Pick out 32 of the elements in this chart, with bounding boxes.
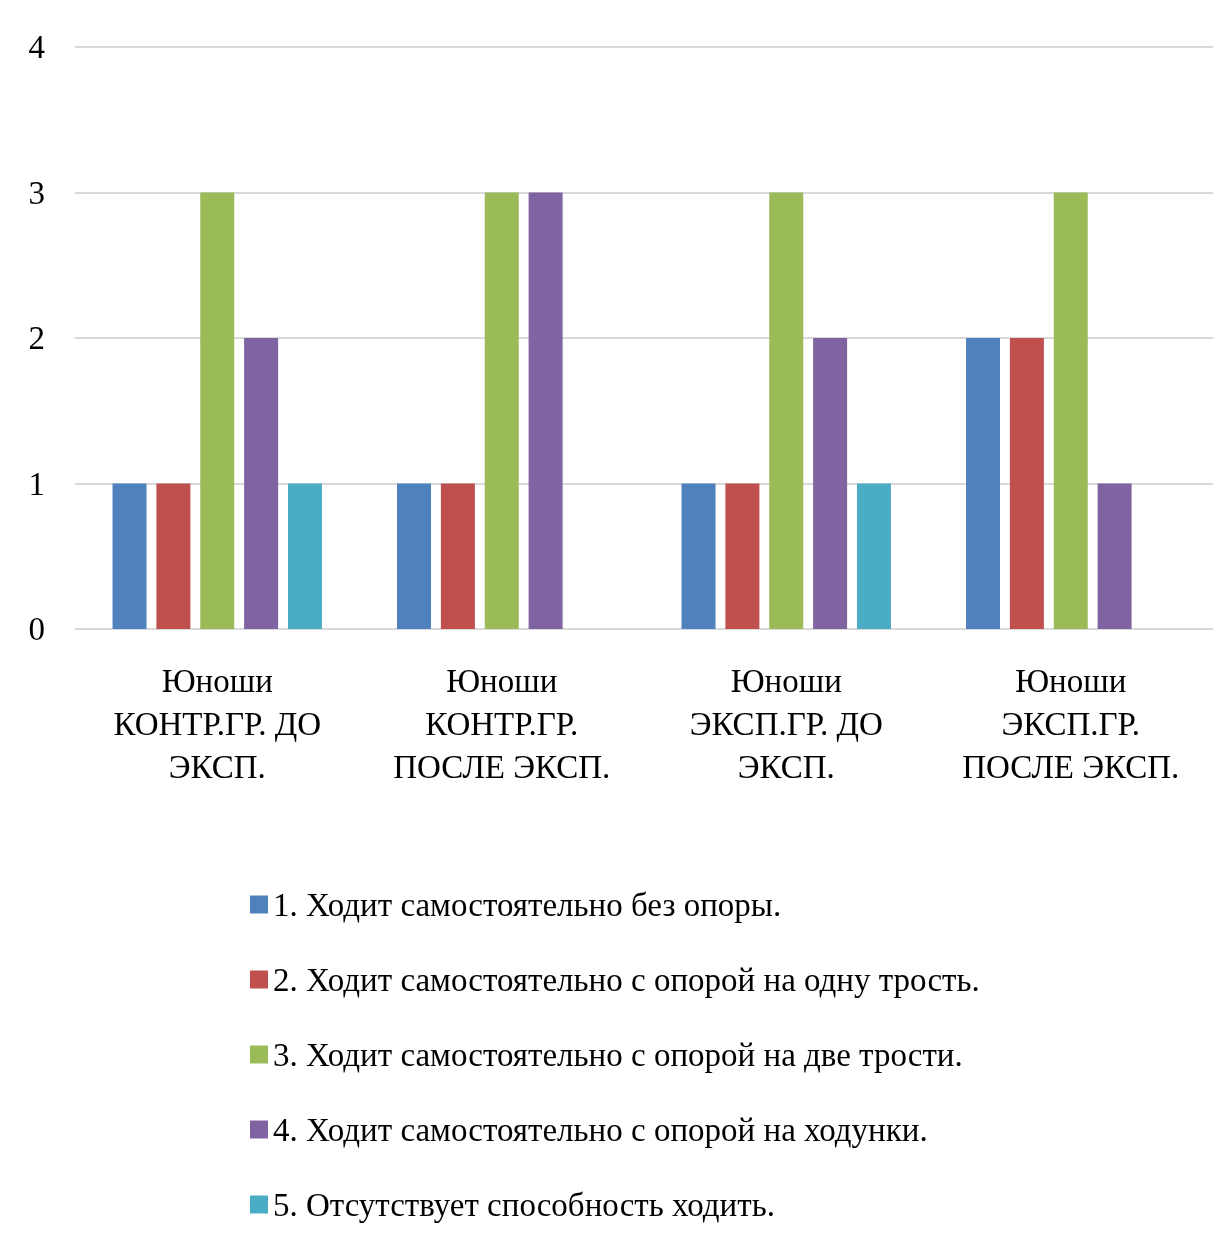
x-tick-label: Юноши ЭКСП.ГР. ПОСЛЕ ЭКСП. (962, 662, 1180, 785)
legend-label: 1. Ходит самостоятельно без опоры. (273, 886, 782, 923)
y-tick-label: 0 (28, 611, 45, 647)
legend-label: 2. Ходит самостоятельно с опорой на одну трость. (273, 961, 980, 998)
bar (397, 483, 432, 629)
y-tick-label: 4 (28, 29, 45, 65)
bar (244, 338, 279, 629)
legend-label: 5. Отсутствует способность ходить. (273, 1186, 775, 1223)
x-tick-label: Юноши КОНТР.ГР. ДО ЭКСП. (113, 662, 322, 785)
y-tick-label: 2 (28, 320, 45, 356)
y-tick-label: 1 (28, 465, 45, 502)
bar (966, 338, 1001, 629)
legend-label: 3. Ходит самостоятельно с опорой на две трости. (273, 1036, 963, 1073)
bar (112, 483, 147, 629)
bar (769, 192, 804, 629)
legend-label: 4. Ходит самостоятельно с опорой на ходунки. (273, 1111, 928, 1148)
bar (156, 483, 191, 629)
bar (681, 483, 716, 629)
bar (1097, 483, 1132, 629)
bar (1053, 192, 1088, 629)
bar (484, 192, 519, 629)
bar (725, 483, 760, 629)
x-tick-label: Юноши КОНТР.ГР. ПОСЛЕ ЭКСП. (393, 662, 611, 785)
bar (200, 192, 235, 629)
bar (528, 192, 563, 629)
x-tick-label: Юноши ЭКСП.ГР. ДО ЭКСП. (689, 662, 883, 785)
bar (813, 338, 848, 629)
bar (287, 483, 322, 629)
bar (856, 483, 891, 629)
y-tick-label: 3 (28, 174, 45, 211)
bar (440, 483, 475, 629)
bar (1009, 338, 1044, 629)
